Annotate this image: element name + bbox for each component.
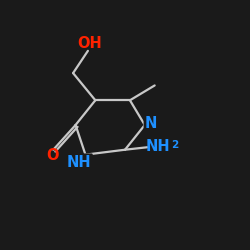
Text: N: N (145, 116, 157, 131)
Text: NH: NH (67, 154, 92, 170)
Text: OH: OH (77, 36, 102, 52)
Text: 2: 2 (171, 140, 178, 150)
Text: O: O (46, 148, 58, 164)
Text: NH: NH (146, 138, 171, 154)
